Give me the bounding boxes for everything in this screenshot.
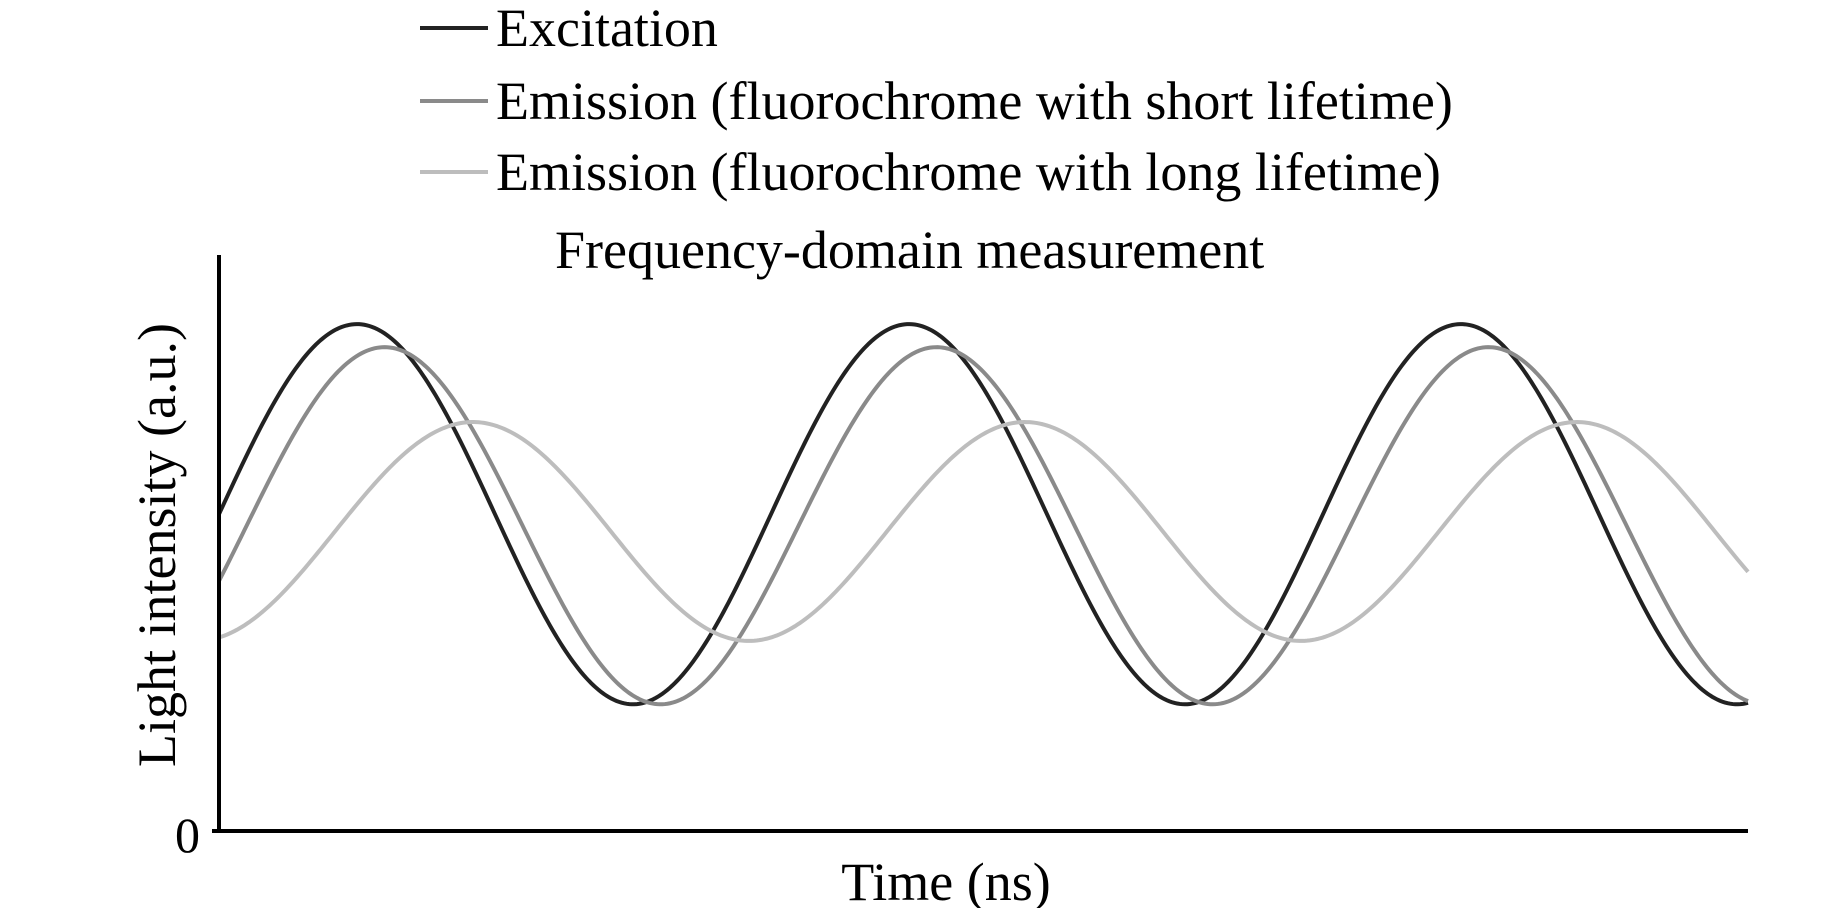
y-tick-label-0: 0 [175, 807, 200, 863]
y-axis-label: Light intensity (a.u.) [127, 323, 187, 767]
x-axis-label: Time (ns) [841, 852, 1051, 908]
legend: Excitation Emission (fluorochrome with s… [420, 0, 1453, 202]
legend-label-short-lifetime: Emission (fluorochrome with short lifeti… [496, 71, 1453, 131]
chart-title: Frequency-domain measurement [555, 220, 1264, 280]
series-excitation [217, 322, 1749, 707]
legend-label-excitation: Excitation [496, 0, 718, 58]
series-group [217, 322, 1750, 707]
series-emission-long-lifetime [218, 420, 1750, 643]
legend-label-long-lifetime: Emission (fluorochrome with long lifetim… [496, 142, 1441, 202]
series-emission-short-lifetime [217, 345, 1749, 707]
